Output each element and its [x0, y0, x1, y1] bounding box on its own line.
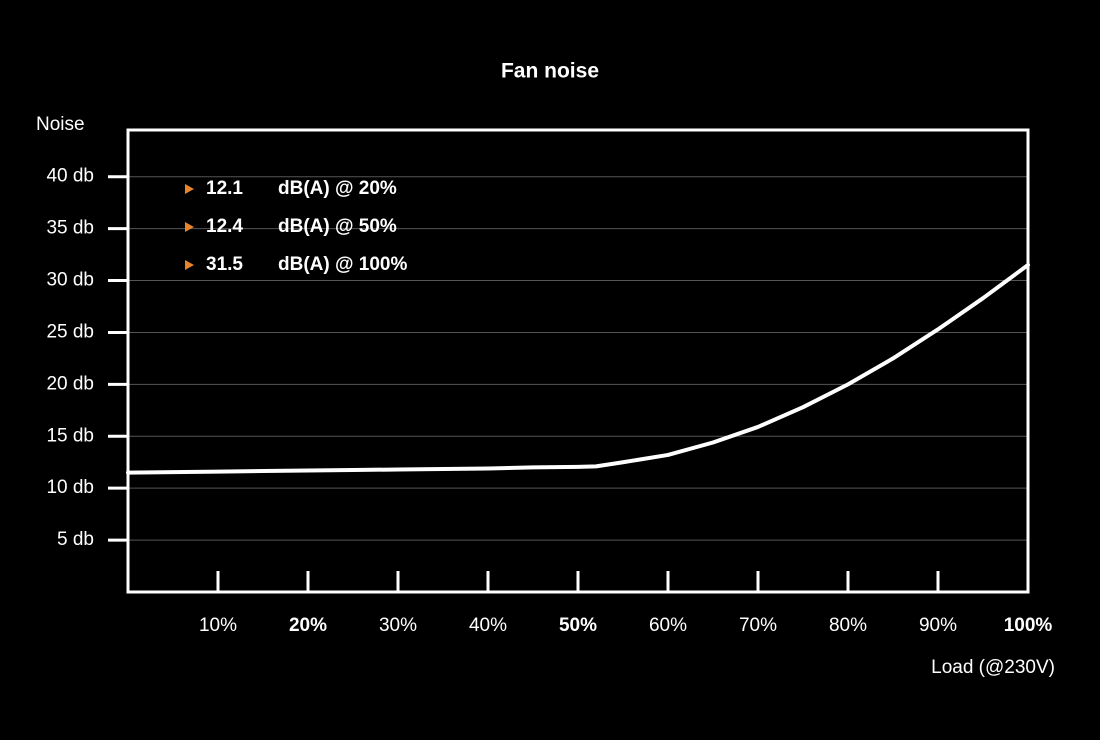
data-line	[126, 262, 1030, 475]
annotation-value: 12.1	[206, 178, 243, 199]
chart-title: Fan noise	[501, 60, 599, 83]
annotation-text: dB(A) @ 100%	[278, 254, 407, 275]
y-tick-label: 35 db	[46, 218, 94, 239]
annotation-marker	[185, 260, 194, 270]
x-axis-label: Load (@230V)	[931, 657, 1055, 678]
y-tick-label: 5 db	[57, 529, 94, 550]
x-tick-label: 60%	[649, 615, 687, 636]
annotation-value: 12.4	[206, 216, 243, 237]
y-tick-label: 30 db	[46, 270, 94, 291]
y-axis-label: Noise	[36, 114, 85, 135]
x-tick-label: 20%	[289, 615, 327, 636]
annotation-text: dB(A) @ 20%	[278, 178, 397, 199]
y-tick-label: 15 db	[46, 425, 94, 446]
x-tick-label: 80%	[829, 615, 867, 636]
annotation-marker	[185, 184, 194, 194]
x-tick-label: 70%	[739, 615, 777, 636]
x-tick-label: 40%	[469, 615, 507, 636]
y-tick-label: 25 db	[46, 321, 94, 342]
x-tick-label: 100%	[1004, 615, 1053, 636]
x-tick-label: 90%	[919, 615, 957, 636]
y-tick-label: 10 db	[46, 477, 94, 498]
annotation-marker	[185, 222, 194, 232]
y-tick-label: 40 db	[46, 166, 94, 187]
annotation-text: dB(A) @ 50%	[278, 216, 397, 237]
x-tick-label: 50%	[559, 615, 597, 636]
y-tick-label: 20 db	[46, 373, 94, 394]
x-tick-label: 30%	[379, 615, 417, 636]
x-tick-label: 10%	[199, 615, 237, 636]
annotation-value: 31.5	[206, 254, 243, 275]
plot-frame	[126, 128, 1030, 594]
